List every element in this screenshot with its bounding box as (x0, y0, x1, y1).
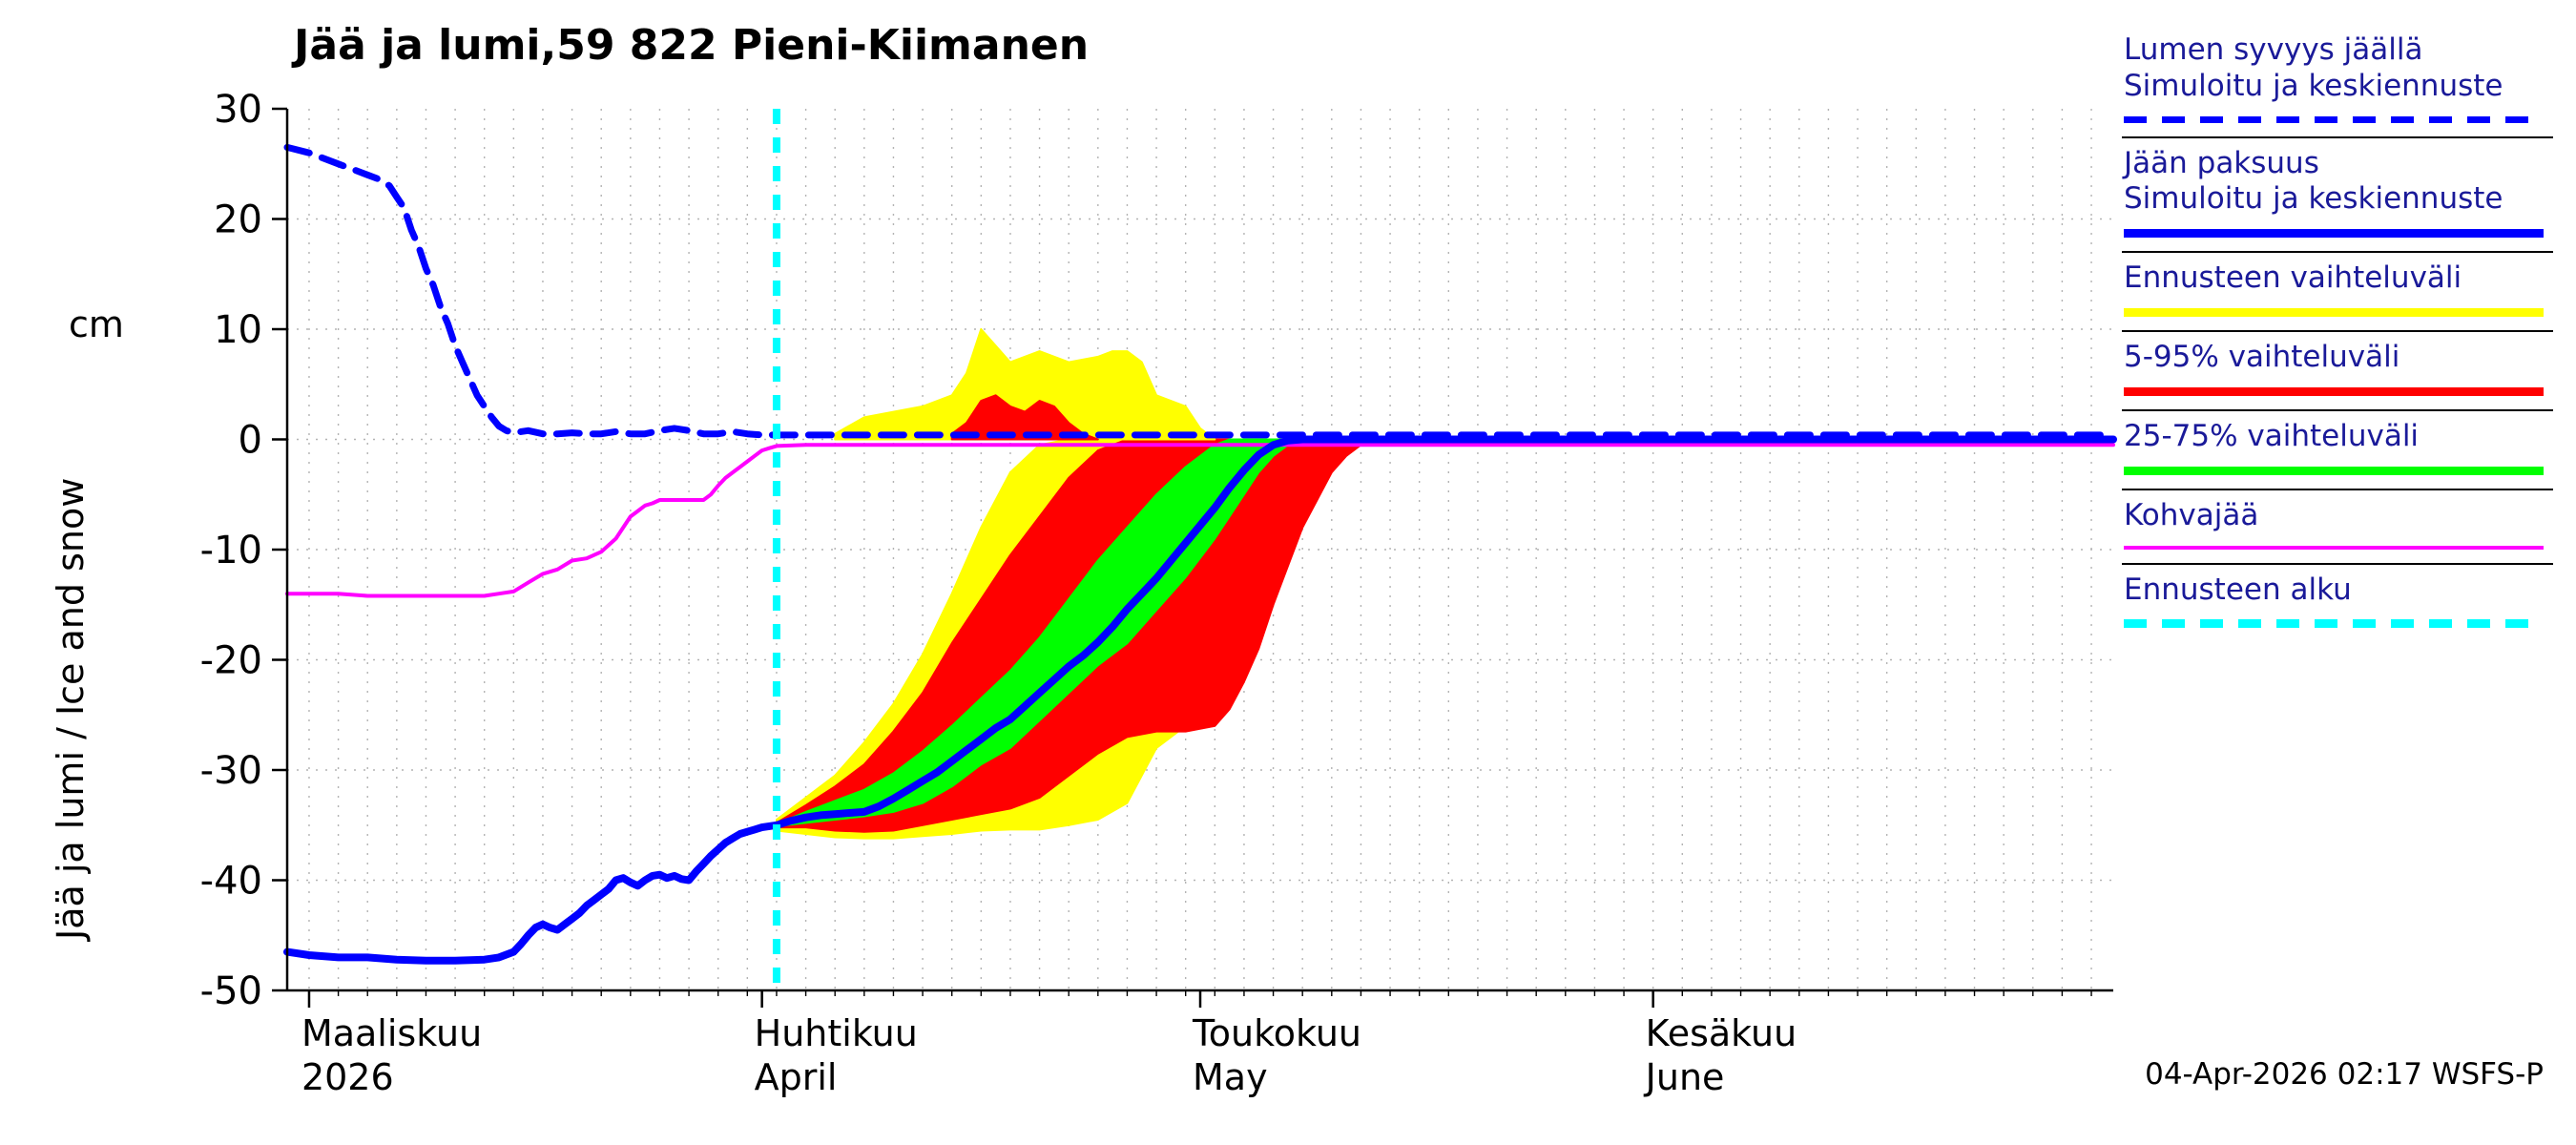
series-snow-depth-on-ice-median (283, 143, 2117, 439)
y-tick-label: -50 (200, 969, 262, 1013)
legend-sample-line (2124, 308, 2544, 318)
y-axis-unit: cm (69, 303, 124, 345)
band-p5-95-snow (950, 394, 1099, 441)
legend-item-text: Simuloitu ja keskiennuste (2124, 181, 2503, 217)
legend-item-text: Jään paksuus (2124, 145, 2319, 180)
legend-sample-line (2124, 619, 2544, 629)
legend-sample-line (2124, 386, 2544, 396)
legend-item-1: Jään paksuus Simuloitu ja keskiennuste (2122, 138, 2553, 254)
legend-item-text: Ennusteen vaihteluväli (2124, 260, 2462, 296)
y-tick-label: 20 (214, 198, 262, 242)
legend-item-5: Kohvajää (2122, 490, 2553, 565)
legend-item-2: Ennusteen vaihteluväli (2122, 253, 2553, 333)
legend-item-text: Ennusteen alku (2124, 572, 2352, 607)
legend-item-text: Simuloitu ja keskiennuste (2124, 68, 2503, 103)
data-lines (283, 143, 2117, 965)
series-ice-thickness-simulated (283, 821, 780, 965)
y-tick-label: 30 (214, 88, 262, 132)
chart-title: Jää ja lumi,59 822 Pieni-Kiimanen (294, 21, 1090, 70)
x-month-label: Toukokuu (1192, 1012, 1361, 1054)
x-month-sublabel: June (1644, 1056, 1725, 1098)
legend-item-text: 25-75% vaihteluväli (2124, 418, 2420, 453)
series-kohvajaa (285, 443, 2115, 598)
x-month-sublabel: 2026 (301, 1056, 394, 1098)
legend-item-6: Ennusteen alku (2122, 565, 2553, 642)
x-month-label: Kesäkuu (1646, 1012, 1797, 1054)
y-tick-label: -20 (200, 639, 262, 683)
legend-sample-line (2124, 229, 2544, 239)
legend-sample-line (2124, 466, 2544, 475)
legend-item-text: Kohvajää (2124, 497, 2259, 532)
legend-sample-line (2124, 545, 2544, 550)
y-tick-label: -10 (200, 529, 262, 572)
x-month-label: Maaliskuu (301, 1012, 482, 1054)
legend-item-4: 25-75% vaihteluväli (2122, 411, 2553, 490)
legend-item-text: Lumen syvyys jäällä (2124, 32, 2423, 67)
timestamp: 04-Apr-2026 02:17 WSFS-P (2145, 1057, 2544, 1092)
forecast-bands (776, 328, 1377, 840)
legend-item-3: 5-95% vaihteluväli (2122, 332, 2553, 411)
series-ice-thickness-forecast-median (773, 435, 2117, 829)
legend-item-text: 5-95% vaihteluväli (2124, 340, 2400, 375)
y-tick-label: 10 (214, 308, 262, 352)
y-tick-label: 0 (239, 419, 262, 463)
legend-sample-line (2124, 115, 2544, 123)
y-tick-label: -30 (200, 749, 262, 793)
x-month-sublabel: April (755, 1056, 838, 1098)
legend-item-0: Lumen syvyys jäällä Simuloitu ja keskienn… (2122, 25, 2553, 138)
y-tick-label: -40 (200, 860, 262, 904)
legend: Lumen syvyys jäällä Simuloitu ja keskienn… (2122, 25, 2553, 641)
x-month-sublabel: May (1193, 1056, 1268, 1098)
x-month-label: Huhtikuu (755, 1012, 918, 1054)
